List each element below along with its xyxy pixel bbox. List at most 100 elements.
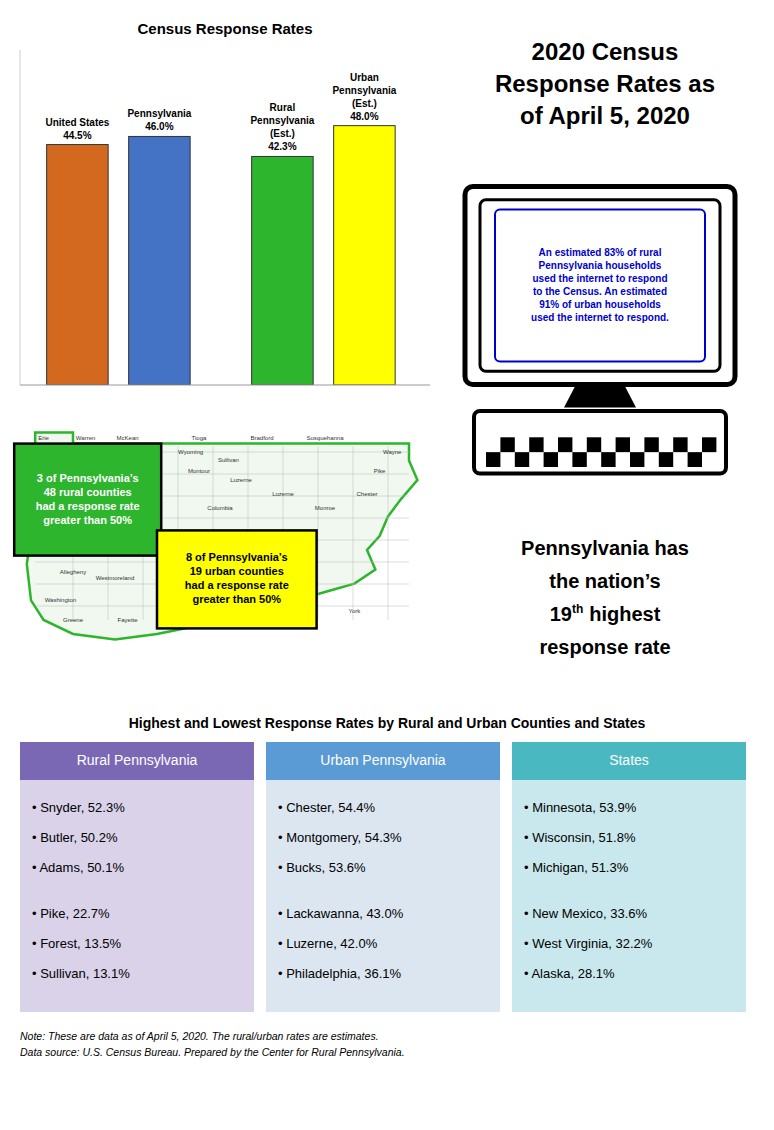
rural-box-text: 3 of Pennsylvania’s 48 rural counties had … [36, 472, 140, 526]
bar [252, 156, 314, 385]
table-item: • Michigan, 51.3% [524, 860, 629, 875]
infographic: Census Response Rates 44.5% United States 4… [0, 0, 774, 1130]
rank-word: highest [589, 603, 660, 625]
category-label: Pennsylvania [127, 108, 191, 119]
table-header-text: Rural Pennsylvania [77, 752, 198, 768]
bar [129, 136, 191, 385]
rank-suffix: th [572, 602, 583, 616]
bar [47, 145, 109, 385]
value-label: 42.3% [268, 141, 296, 152]
bar [334, 126, 396, 385]
keyboard-key [529, 437, 543, 452]
chart-title: Census Response Rates [137, 20, 312, 37]
county-label: Fayette [118, 617, 139, 623]
text-line: 19 urban counties [190, 565, 284, 577]
text-line: of April 5, 2020 [520, 102, 690, 129]
county-line [388, 446, 389, 620]
keyboard-key [616, 437, 630, 452]
table-item: • Chester, 54.4% [278, 800, 375, 815]
monitor-neck [564, 385, 636, 408]
text-line: had a response rate [36, 500, 140, 512]
table-item: • Forest, 13.5% [32, 936, 122, 951]
urban-box [157, 530, 317, 628]
county-label: Columbia [207, 505, 233, 511]
county-label: Warren [76, 435, 95, 441]
note: Note: These are data as of April 5, 2020… [20, 1030, 405, 1058]
keyboard-key [486, 452, 500, 467]
county-label: Luzerne [272, 491, 294, 497]
rank-number: 19 [550, 603, 572, 625]
county-label: Susquehanna [306, 435, 344, 441]
keyboard-key [644, 437, 658, 452]
background [0, 0, 774, 1130]
value-label: 48.0% [350, 111, 378, 122]
table-item: • Snyder, 52.3% [32, 800, 125, 815]
table-header [266, 742, 500, 780]
text-line: Pennsylvania [332, 85, 396, 96]
keyboard-key [515, 452, 529, 467]
rank-text: the nation’s [549, 570, 660, 592]
value-label: 44.5% [63, 130, 91, 141]
county-label: Tioga [192, 435, 207, 441]
text-line: Pennsylvania [127, 108, 191, 119]
keyboard-key [572, 452, 586, 467]
keyboard-key [659, 452, 673, 467]
text-line: Rural [270, 102, 296, 113]
text-line: United States [45, 117, 109, 128]
county-label: McKean [117, 435, 139, 441]
urban-box-text: 8 of Pennsylvania’s 19 urban counties had … [185, 551, 289, 605]
text-line: Pennsylvania households [539, 260, 662, 271]
county-label: Sullivan [218, 457, 239, 463]
baseline [20, 385, 430, 386]
table-item: • Wisconsin, 51.8% [524, 830, 636, 845]
text-line: 3 of Pennsylvania’s [37, 472, 139, 484]
text-line: Note: These are data as of April 5, 2020… [20, 1030, 379, 1042]
county-label: Monroe [315, 505, 336, 511]
text-line: 2020 Census [532, 38, 679, 65]
bars [47, 126, 396, 385]
table-item: • Alaska, 28.1% [524, 966, 615, 981]
table-item: • Philadelphia, 36.1% [278, 966, 402, 981]
keyboard-key [587, 437, 601, 452]
table-column [266, 742, 500, 1012]
keyboard-key [544, 452, 558, 467]
county-label: Erie [38, 435, 49, 441]
keyboard-key [688, 452, 702, 467]
county-label: Bradford [250, 435, 273, 441]
county-label: Montour [188, 468, 210, 474]
keyboard-key [601, 452, 615, 467]
text-line: 8 of Pennsylvania’s [186, 551, 288, 563]
county-label: York [349, 608, 362, 614]
text-line: used the internet to respond [532, 273, 667, 284]
text-line: had a response rate [185, 579, 289, 591]
y-axis-line [20, 50, 21, 385]
table-item: • Minnesota, 53.9% [524, 800, 637, 815]
county-label: Chester [356, 491, 377, 497]
text-line: Data source: U.S. Census Bureau. Prepare… [20, 1046, 405, 1058]
text-line: An estimated 83% of rural [539, 247, 662, 258]
county-line [353, 446, 354, 620]
county-label: Wyoming [178, 449, 203, 455]
table-item: • Adams, 50.1% [32, 860, 124, 875]
text-line: 48 rural counties [44, 486, 132, 498]
table-header [20, 742, 254, 780]
text-line: 91% of urban households [539, 299, 661, 310]
rank-text: Pennsylvania has [521, 537, 689, 559]
text-line: greater than 50% [192, 593, 281, 605]
category-label: RuralPennsylvania(Est.) [250, 102, 314, 139]
county-label: Pike [374, 468, 386, 474]
keyboard-key [500, 437, 514, 452]
monitor-bezel [480, 200, 720, 372]
county-label: Washington [45, 597, 76, 603]
table-item: • Montgomery, 54.3% [278, 830, 402, 845]
rank-text: response rate [539, 636, 670, 658]
table-item: • Sullivan, 13.1% [32, 966, 130, 981]
bar-chart: Census Response Rates 44.5% United States 4… [20, 20, 430, 385]
rank-text: 19th highest [550, 602, 661, 625]
table-column [20, 742, 254, 1012]
value-label: 46.0% [145, 121, 173, 132]
table-item: • Butler, 50.2% [32, 830, 118, 845]
computer: An estimated 83% of rural Pennsylvania ho… [465, 187, 735, 474]
category-label: UrbanPennsylvania(Est.) [332, 72, 396, 109]
county-label: Westmoreland [96, 575, 135, 581]
